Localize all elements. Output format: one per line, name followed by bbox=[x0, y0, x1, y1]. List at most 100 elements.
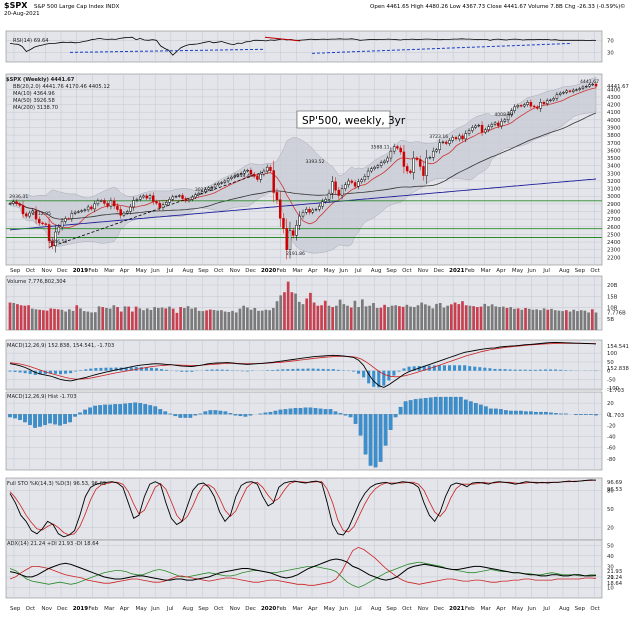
candle bbox=[139, 197, 141, 199]
volume-bar bbox=[502, 307, 505, 330]
candle bbox=[478, 125, 480, 126]
ma10-legend: MA(10) 4364.96 bbox=[13, 91, 55, 97]
y-tick-label: 2600 bbox=[607, 225, 621, 231]
volume-bar bbox=[150, 310, 153, 330]
volume-bar bbox=[142, 310, 145, 330]
y-tick-label: 20 bbox=[607, 526, 614, 532]
x-tick-label: Nov bbox=[230, 268, 241, 274]
x-tick-label: Sep bbox=[386, 606, 397, 612]
hist-bar bbox=[479, 405, 483, 414]
macd-hist-bar bbox=[559, 370, 562, 371]
candle bbox=[341, 189, 343, 196]
volume-bar bbox=[298, 302, 301, 330]
hist-bar bbox=[329, 409, 333, 414]
hist-bar bbox=[509, 411, 513, 414]
hist-bar bbox=[284, 409, 288, 414]
volume-bar bbox=[461, 301, 464, 330]
macd-hist-bar bbox=[246, 371, 249, 372]
volume-bar bbox=[168, 307, 171, 330]
price-pivot-label: 2191.86 bbox=[286, 251, 305, 257]
volume-bar bbox=[161, 308, 164, 331]
macd-hist-bar bbox=[483, 368, 486, 371]
macd-hist-bar bbox=[180, 371, 183, 372]
x-tick-label: Nov bbox=[41, 268, 52, 274]
candle bbox=[175, 196, 177, 197]
macd-hist-bar bbox=[438, 365, 441, 370]
x-tick-label: May bbox=[512, 268, 524, 274]
y-tick-label: -60 bbox=[607, 446, 616, 452]
hist-bar bbox=[449, 397, 453, 414]
volume-bar bbox=[101, 307, 104, 330]
y-tick-label: 3200 bbox=[607, 179, 621, 185]
volume-bar bbox=[287, 282, 290, 330]
x-tick-label: Mar bbox=[104, 606, 115, 612]
price-pivot-label: 2712.95 bbox=[32, 211, 51, 217]
candle bbox=[217, 183, 219, 185]
volume-bar bbox=[546, 310, 549, 330]
hist-bar bbox=[584, 414, 588, 415]
macd-hist-bar bbox=[514, 370, 517, 371]
y-tick-label: 50 bbox=[607, 507, 614, 513]
macd-hist-bar bbox=[271, 370, 274, 371]
volume-bar bbox=[483, 304, 486, 330]
volume-bar bbox=[183, 308, 186, 330]
hist-bar bbox=[184, 414, 188, 417]
macd-hist-bar bbox=[463, 365, 466, 370]
hist-bar bbox=[123, 404, 127, 415]
candle bbox=[74, 212, 76, 213]
volume-bar bbox=[335, 306, 338, 330]
candle bbox=[198, 193, 200, 195]
volume-bar bbox=[198, 311, 201, 330]
candle bbox=[116, 206, 118, 210]
hist-bar bbox=[204, 412, 208, 415]
y-tick-label: 2900 bbox=[607, 202, 621, 208]
candle bbox=[230, 177, 232, 179]
candle bbox=[276, 192, 278, 199]
candle bbox=[286, 228, 288, 249]
y-tick-label: 50 bbox=[607, 543, 614, 549]
y-tick-label: 2800 bbox=[607, 210, 621, 216]
candle bbox=[296, 225, 298, 235]
macd-hist-bar bbox=[473, 367, 476, 371]
volume-bar bbox=[116, 307, 119, 330]
ma200-legend: MA(200) 3138.70 bbox=[13, 105, 58, 111]
candle bbox=[191, 197, 193, 199]
y-tick-label: 2400 bbox=[607, 240, 621, 246]
macd-hist-bar bbox=[59, 371, 62, 375]
candle bbox=[536, 107, 538, 109]
candle bbox=[312, 210, 314, 212]
macd-hist-bar bbox=[185, 371, 188, 372]
volume-bar bbox=[380, 308, 383, 330]
volume-bar bbox=[209, 310, 212, 330]
macd-hist-bar bbox=[29, 371, 32, 374]
volume-bar bbox=[465, 305, 468, 330]
hist-bar bbox=[324, 409, 328, 414]
volume-bar bbox=[487, 306, 490, 330]
volume-bar bbox=[12, 303, 15, 330]
hist-bar bbox=[113, 404, 117, 414]
candle bbox=[16, 202, 18, 204]
volume-bar bbox=[153, 307, 156, 330]
x-tick-label: Feb bbox=[88, 606, 98, 612]
macd-hist-bar bbox=[286, 369, 289, 371]
macd-hist-bar bbox=[64, 371, 67, 374]
volume-bar bbox=[439, 303, 442, 330]
volume-bar bbox=[328, 306, 331, 330]
macd-hist-bar bbox=[408, 367, 411, 371]
volume-bar bbox=[498, 307, 501, 330]
x-tick-label: Mar bbox=[292, 606, 303, 612]
x-tick-label: Oct bbox=[402, 606, 412, 612]
candle bbox=[575, 90, 577, 91]
candle bbox=[260, 174, 262, 179]
volume-bar bbox=[339, 300, 342, 330]
hist-bar bbox=[504, 410, 508, 414]
candle bbox=[84, 210, 86, 211]
macd-hist-bar bbox=[337, 370, 340, 371]
candle bbox=[45, 224, 47, 225]
hist-bar bbox=[404, 401, 408, 414]
macd-hist-bar bbox=[69, 371, 72, 373]
candle bbox=[504, 120, 506, 122]
y-tick-label: 5B bbox=[607, 317, 614, 323]
candle bbox=[38, 219, 40, 223]
